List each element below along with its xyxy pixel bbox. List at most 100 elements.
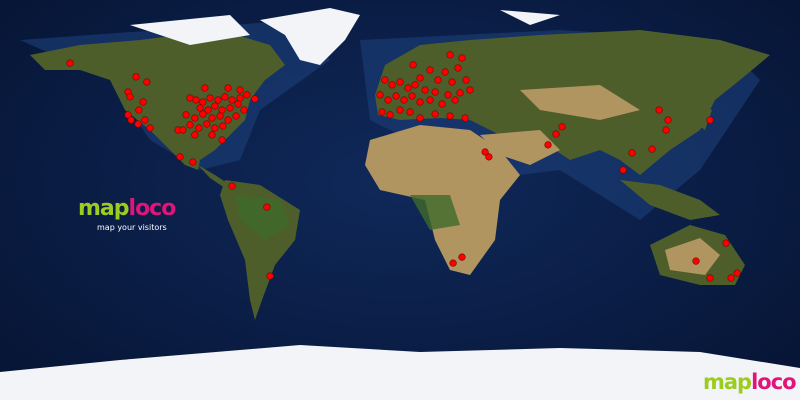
visitor-marker bbox=[409, 61, 417, 69]
visitor-marker bbox=[132, 73, 140, 81]
visitor-marker bbox=[218, 106, 226, 114]
visitor-marker bbox=[381, 76, 389, 84]
visitor-marker bbox=[426, 96, 434, 104]
visitor-marker bbox=[456, 89, 464, 97]
visitor-marker bbox=[404, 84, 412, 92]
visitor-marker bbox=[416, 98, 424, 106]
visitor-marker bbox=[186, 121, 194, 129]
visitor-marker bbox=[454, 64, 462, 72]
visitor-marker bbox=[189, 158, 197, 166]
visitor-marker bbox=[706, 274, 714, 282]
visitor-marker bbox=[416, 114, 424, 122]
visitor-marker bbox=[462, 76, 470, 84]
visitor-marker bbox=[552, 130, 560, 138]
antarctica bbox=[0, 345, 800, 400]
visitor-marker bbox=[431, 88, 439, 96]
visitor-marker bbox=[416, 74, 424, 82]
visitor-marker bbox=[388, 81, 396, 89]
visitor-marker bbox=[396, 78, 404, 86]
maploco-corner-logo[interactable]: maploco bbox=[703, 370, 797, 394]
visitor-marker bbox=[208, 131, 216, 139]
visitor-marker bbox=[263, 203, 271, 211]
visitor-marker bbox=[722, 239, 730, 247]
visitor-marker bbox=[485, 153, 493, 161]
visitor-marker bbox=[199, 98, 207, 106]
visitor-marker bbox=[378, 108, 386, 116]
visitor-marker bbox=[441, 68, 449, 76]
visitor-marker bbox=[139, 98, 147, 106]
southeast-asia-islands bbox=[620, 180, 720, 220]
visitor-marker bbox=[400, 96, 408, 104]
visitor-marker bbox=[196, 104, 204, 112]
visitor-marker bbox=[214, 96, 222, 104]
visitor-marker bbox=[228, 96, 236, 104]
visitor-marker bbox=[228, 182, 236, 190]
visitor-marker bbox=[692, 257, 700, 265]
visitor-marker bbox=[224, 84, 232, 92]
visitor-marker bbox=[628, 149, 636, 157]
visitor-marker bbox=[438, 100, 446, 108]
visitor-marker bbox=[211, 124, 219, 132]
visitor-marker bbox=[727, 274, 735, 282]
visitor-marker bbox=[451, 96, 459, 104]
visitor-marker bbox=[126, 93, 134, 101]
visitor-marker bbox=[204, 106, 212, 114]
visitor-marker bbox=[146, 124, 154, 132]
logo-map-text: map bbox=[703, 370, 752, 394]
visitor-marker bbox=[243, 91, 251, 99]
visitor-marker bbox=[211, 102, 219, 110]
visitor-marker bbox=[544, 141, 552, 149]
visitor-marker bbox=[236, 94, 244, 102]
visitor-marker bbox=[619, 166, 627, 174]
visitor-marker bbox=[203, 120, 211, 128]
logo-loco-text: loco bbox=[751, 370, 797, 394]
visitor-marker bbox=[431, 110, 439, 118]
visitor-marker bbox=[186, 94, 194, 102]
visitor-marker bbox=[446, 51, 454, 59]
visitor-marker bbox=[251, 95, 259, 103]
logo-loco-text: loco bbox=[128, 196, 177, 221]
visitor-marker bbox=[176, 153, 184, 161]
visitor-marker bbox=[386, 111, 394, 119]
visitor-marker bbox=[266, 272, 274, 280]
visitor-marker bbox=[191, 114, 199, 122]
visitor-marker bbox=[706, 116, 714, 124]
visitor-marker bbox=[199, 110, 207, 118]
visitor-marker bbox=[461, 114, 469, 122]
visitor-marker bbox=[406, 108, 414, 116]
visitor-marker bbox=[216, 112, 224, 120]
visitor-marker bbox=[182, 111, 190, 119]
visitor-marker bbox=[201, 84, 209, 92]
visitor-marker bbox=[449, 259, 457, 267]
visitor-marker bbox=[648, 145, 656, 153]
visitor-marker bbox=[558, 123, 566, 131]
arabia-central-asia bbox=[480, 85, 640, 165]
visitor-marker bbox=[234, 100, 242, 108]
visitor-marker bbox=[179, 126, 187, 134]
central-america bbox=[198, 165, 230, 188]
visitor-marker bbox=[236, 86, 244, 94]
visitor-marker bbox=[448, 78, 456, 86]
visitor-marker bbox=[376, 91, 384, 99]
arctic-islands bbox=[130, 10, 560, 45]
visitor-marker bbox=[733, 269, 741, 277]
visitor-marker bbox=[66, 59, 74, 67]
visitor-marker bbox=[408, 92, 416, 100]
visitor-marker bbox=[192, 96, 200, 104]
visitor-marker bbox=[141, 116, 149, 124]
visitor-marker bbox=[426, 66, 434, 74]
maploco-logo[interactable]: maploco bbox=[78, 196, 177, 221]
visitor-marker bbox=[127, 116, 135, 124]
visitor-marker bbox=[392, 92, 400, 100]
visitor-marker bbox=[396, 106, 404, 114]
visitor-marker bbox=[421, 86, 429, 94]
forests bbox=[235, 195, 460, 240]
visitor-marker bbox=[240, 106, 248, 114]
visitor-marker bbox=[135, 106, 143, 114]
visitor-marker bbox=[664, 116, 672, 124]
japan bbox=[698, 105, 712, 130]
visitor-marker bbox=[224, 116, 232, 124]
visitor-marker bbox=[226, 104, 234, 112]
visitor-marker bbox=[446, 112, 454, 120]
logo-map-text: map bbox=[78, 196, 130, 221]
